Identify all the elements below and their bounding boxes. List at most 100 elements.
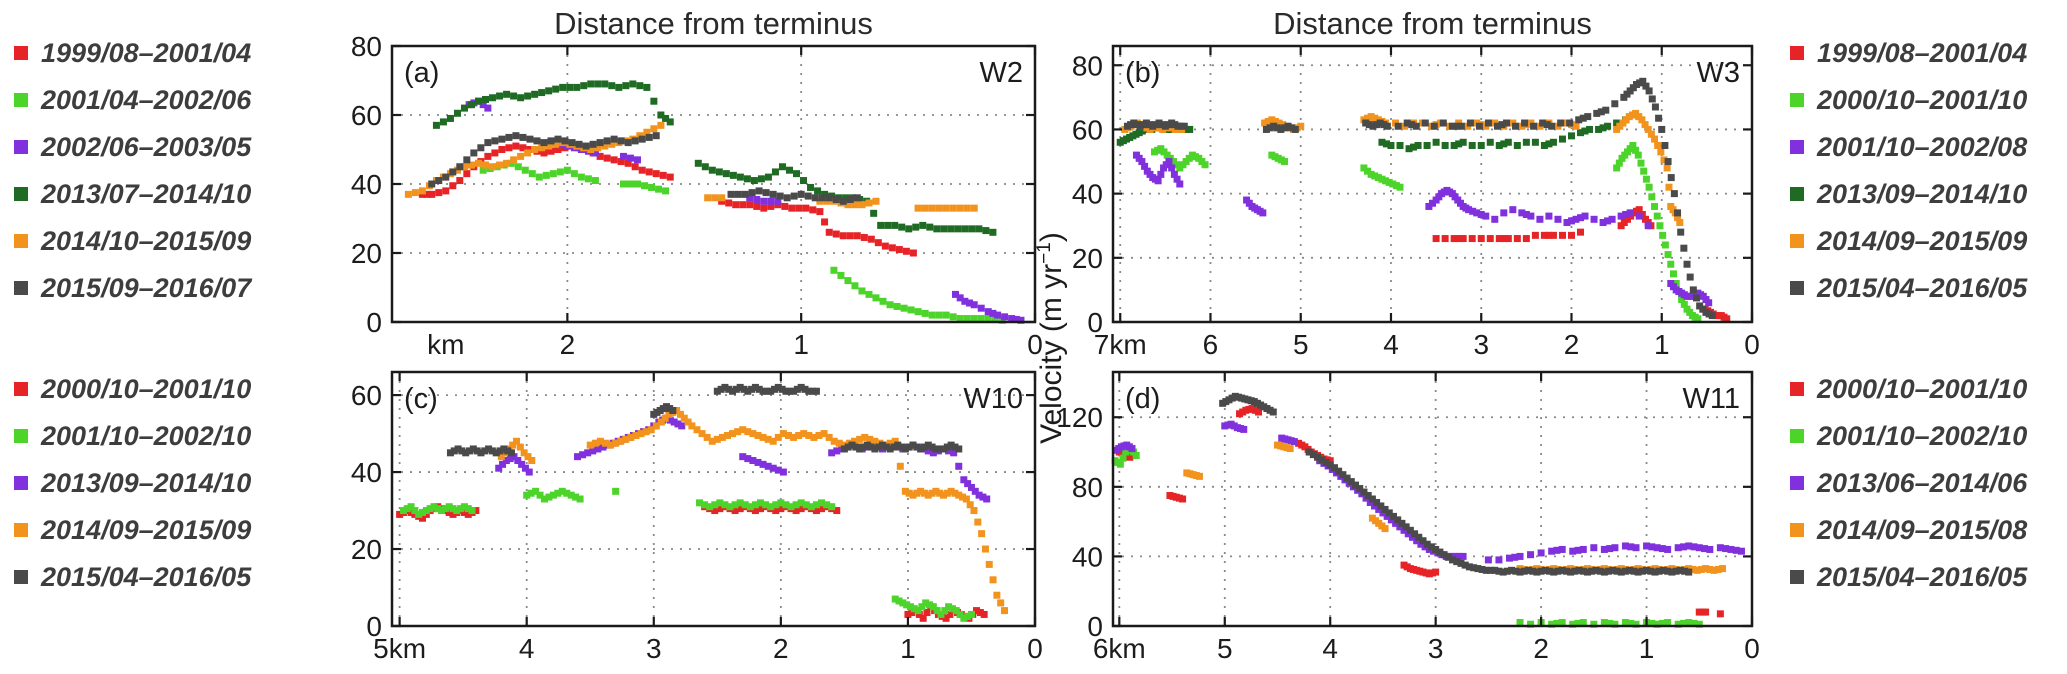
data-point-b (1667, 260, 1675, 268)
data-point-c (973, 607, 981, 615)
data-point-b (1141, 162, 1149, 170)
data-point-d (1527, 551, 1535, 559)
legend-label: 2015/04–2016/05 (41, 561, 252, 592)
x-tick-label: 1 (793, 329, 809, 360)
data-point-d (1590, 544, 1598, 552)
x-tick-label: 4 (519, 633, 535, 664)
data-point-a (722, 170, 730, 178)
data-point-d (1695, 620, 1703, 628)
data-point-c (518, 460, 526, 468)
data-point-c (920, 489, 928, 497)
data-point-a (825, 228, 833, 236)
data-point-a (503, 159, 511, 167)
glacier-label-b: W3 (1697, 57, 1741, 89)
x-tick-label: 0 (1744, 633, 1760, 664)
data-point-c (693, 426, 701, 434)
data-point-a (428, 180, 436, 188)
data-point-c (488, 447, 496, 455)
data-point-a (603, 137, 611, 145)
data-point-b (1677, 228, 1685, 236)
data-point-d (1600, 568, 1608, 576)
data-point-c (739, 426, 747, 434)
data-point-a (521, 166, 529, 174)
data-point-c (812, 387, 820, 395)
legend-color-swatch (1790, 570, 1804, 584)
data-point-c (506, 455, 514, 463)
data-point-c (962, 495, 970, 503)
data-point-a (617, 137, 625, 145)
data-point-b (1374, 174, 1382, 182)
data-point-a (638, 166, 646, 174)
data-point-a (591, 149, 599, 157)
data-point-a (839, 232, 847, 240)
data-point-a (846, 232, 854, 240)
legend-item: 2013/06–2014/06 (1790, 468, 2027, 498)
data-point-b (1637, 159, 1645, 167)
data-point-c (477, 449, 485, 457)
data-point-c (833, 447, 841, 455)
data-point-c (473, 447, 481, 455)
data-point-a (563, 166, 571, 174)
data-point-a (641, 182, 649, 190)
y-tick-label: 40 (351, 457, 382, 488)
data-point-c (899, 599, 907, 607)
data-point-c (936, 445, 944, 453)
legend-color-swatch (1790, 281, 1804, 295)
data-point-c (919, 614, 927, 622)
data-point-a (615, 83, 623, 91)
data-point-a (816, 208, 824, 216)
legend-color-swatch (1790, 187, 1804, 201)
data-point-c (652, 422, 660, 430)
data-point-a (774, 197, 782, 205)
data-point-c (744, 455, 752, 463)
data-point-a (460, 104, 468, 112)
data-point-a (659, 171, 667, 179)
legend-item: 2013/09–2014/10 (14, 468, 251, 498)
data-point-a (961, 225, 969, 233)
data-point-d (1269, 408, 1277, 416)
data-point-c (757, 499, 765, 507)
data-point-d (1419, 537, 1427, 545)
data-point-d (1482, 566, 1490, 574)
data-point-c (496, 447, 504, 455)
legend-color-swatch (14, 382, 28, 396)
data-point-b (1567, 132, 1575, 140)
data-point-d (1567, 568, 1575, 576)
legend-item: 2014/09–2015/08 (1790, 515, 2027, 545)
data-point-c (778, 385, 786, 393)
data-point-c (509, 441, 517, 449)
data-point-c (434, 505, 442, 513)
data-point-c (974, 518, 982, 526)
data-point-b (1680, 300, 1688, 308)
data-point-d (1681, 567, 1689, 575)
data-point-c (462, 449, 470, 457)
data-point-b (1599, 124, 1607, 132)
data-point-b (1491, 215, 1499, 223)
data-point-b (1268, 116, 1276, 124)
data-point-c (993, 591, 1001, 599)
data-point-c (763, 387, 771, 395)
data-point-a (638, 135, 646, 143)
panel-label-b: (b) (1125, 57, 1160, 89)
data-point-c (792, 507, 800, 515)
x-tick-label: 0 (1744, 329, 1760, 360)
data-point-c (567, 491, 575, 499)
data-point-c (521, 464, 529, 472)
data-point-a (535, 173, 543, 181)
plot-frame-c (390, 370, 1037, 628)
data-point-a (517, 152, 525, 160)
y-tick-label: 0 (1087, 307, 1103, 338)
data-point-c (744, 428, 752, 436)
data-point-a (853, 232, 861, 240)
data-point-b (1575, 116, 1583, 124)
data-point-c (767, 503, 775, 511)
data-point-a (547, 147, 555, 155)
legend-label: 2000/10–2001/10 (1817, 373, 2028, 404)
data-point-c (520, 449, 528, 457)
data-point-d (1444, 553, 1452, 561)
data-point-b (1602, 106, 1610, 114)
legend-label: 2013/07–2014/10 (41, 178, 252, 209)
data-point-b (1676, 219, 1684, 227)
data-point-a (790, 192, 798, 200)
